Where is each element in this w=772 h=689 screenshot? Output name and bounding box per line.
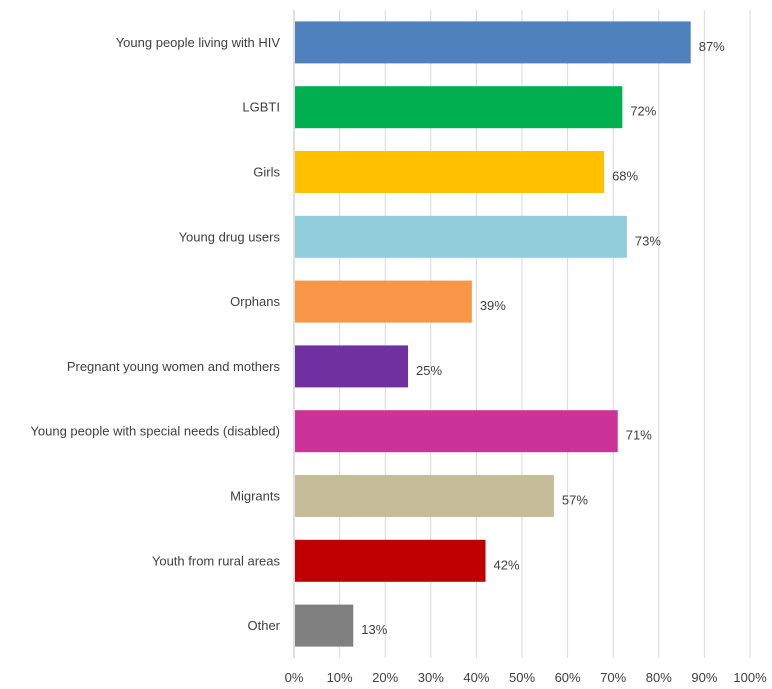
category-label: Orphans bbox=[230, 294, 280, 309]
category-label: Young people with special needs (disable… bbox=[30, 424, 280, 439]
x-axis-tick-labels: 0% 10% 20% 30% 40% 50% 60% 70% 80% 90% 100% bbox=[285, 670, 767, 685]
data-label: 42% bbox=[494, 557, 520, 572]
category-label: Girls bbox=[253, 165, 280, 180]
category-label: Migrants bbox=[230, 489, 280, 504]
bar bbox=[295, 86, 623, 129]
x-tick-label: 60% bbox=[555, 670, 581, 685]
bar bbox=[295, 21, 691, 64]
bar bbox=[295, 345, 408, 388]
x-tick-label: 30% bbox=[418, 670, 444, 685]
x-tick-label: 90% bbox=[691, 670, 717, 685]
bar bbox=[295, 475, 554, 517]
x-tick-label: 50% bbox=[509, 670, 535, 685]
value-labels: 87% 72% 68% 73% 39% 25% 71% 57% 42% 13% bbox=[361, 39, 725, 637]
category-label: Young people living with HIV bbox=[116, 35, 281, 50]
bar bbox=[295, 410, 618, 453]
x-tick-label: 70% bbox=[600, 670, 626, 685]
category-label: Pregnant young women and mothers bbox=[67, 359, 281, 374]
category-label: LGBTI bbox=[242, 100, 280, 115]
x-tick-label: 40% bbox=[463, 670, 489, 685]
bar bbox=[295, 604, 354, 647]
category-label: Other bbox=[247, 618, 280, 633]
data-label: 68% bbox=[612, 169, 638, 184]
data-label: 73% bbox=[635, 233, 661, 248]
x-tick-label: 100% bbox=[733, 670, 767, 685]
data-label: 72% bbox=[630, 104, 656, 119]
category-labels: Young people living with HIV LGBTI Girls Yo… bbox=[30, 35, 280, 633]
bar bbox=[295, 215, 627, 258]
bar bbox=[295, 151, 605, 193]
data-label: 87% bbox=[699, 39, 725, 54]
data-label: 71% bbox=[626, 428, 652, 443]
data-label: 25% bbox=[416, 363, 442, 378]
x-tick-label: 20% bbox=[372, 670, 398, 685]
bars bbox=[295, 21, 691, 647]
bar bbox=[295, 280, 472, 323]
x-tick-label: 0% bbox=[285, 670, 304, 685]
x-tick-label: 10% bbox=[327, 670, 353, 685]
category-label: Young drug users bbox=[179, 229, 281, 244]
data-label: 57% bbox=[562, 493, 588, 508]
data-label: 13% bbox=[361, 622, 387, 637]
bar bbox=[295, 539, 486, 582]
category-label: Youth from rural areas bbox=[152, 553, 281, 568]
data-label: 39% bbox=[480, 298, 506, 313]
x-tick-label: 80% bbox=[646, 670, 672, 685]
